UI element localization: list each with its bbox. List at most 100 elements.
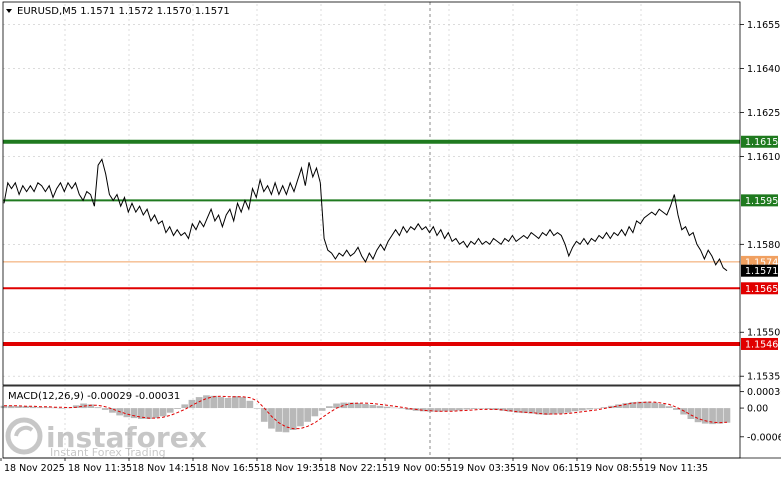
macd-y-tick-label: 0.00	[747, 404, 768, 415]
macd-histogram-bar	[188, 399, 196, 409]
current-price-label: 1.1571	[745, 266, 778, 277]
macd-title: MACD(12,26,9) -0.00029 -0.00031	[8, 391, 180, 402]
support-resistance-levels	[3, 139, 740, 346]
macd-histogram-bar	[369, 404, 377, 409]
current-price-tag-bg	[741, 264, 778, 277]
macd-histogram-bar	[326, 406, 333, 408]
macd-histogram-bar	[528, 408, 536, 414]
x-tick-label: 18 Nov 19:35	[260, 463, 324, 474]
macd-histogram-bar	[166, 408, 174, 413]
macd-histogram-bar	[311, 408, 319, 417]
logo-swirl-icon	[14, 425, 34, 437]
macd-histogram-bar	[239, 397, 246, 408]
x-tick-label: 18 Nov 14:15	[132, 463, 196, 474]
macd-histogram-bar	[7, 405, 15, 409]
macd-histogram-bar	[159, 408, 167, 417]
macd-histogram-bar	[600, 407, 608, 409]
macd-histogram-bar	[434, 408, 442, 412]
macd-histogram-bar	[376, 405, 384, 409]
macd-histogram-bar	[550, 408, 557, 415]
current-price-tag: 1.1571	[741, 264, 778, 277]
level-tag-bg	[741, 194, 778, 207]
level-tag-label: 1.1574	[745, 257, 778, 268]
macd-panel	[0, 395, 731, 433]
macd-histogram-bar	[485, 408, 492, 409]
macd-histogram-bar	[246, 400, 254, 409]
y-tick-label: 1.1640	[747, 64, 780, 75]
macd-histogram-bar	[441, 408, 449, 412]
macd-histogram-bar	[586, 408, 593, 410]
macd-histogram-bar	[318, 408, 326, 411]
y-tick-label: 1.1610	[747, 152, 780, 163]
level-tag-label: 1.1615	[745, 137, 778, 148]
level-tag: 1.1615	[741, 135, 778, 148]
axes: 1.16551.16401.16251.16101.15801.15501.15…	[0, 1, 781, 474]
macd-histogram-bar	[130, 408, 138, 419]
macd-histogram-bar	[181, 404, 189, 408]
macd-histogram-bar	[644, 401, 651, 409]
macd-histogram-bar	[687, 408, 695, 419]
macd-histogram-bar	[304, 408, 311, 422]
price-labels: 1.1615 1.1595 1.1574 1.1565 1.1546 1.1571	[741, 135, 778, 350]
macd-histogram-bar	[391, 407, 398, 409]
macd-histogram-bar	[347, 402, 355, 409]
macd-histogram-bar	[499, 408, 507, 411]
logo-brand: instaforex	[46, 421, 207, 454]
macd-histogram-bar	[420, 408, 427, 412]
macd-histogram-bar	[362, 404, 369, 409]
macd-histogram-bar	[383, 406, 391, 409]
x-tick-label: 18 Nov 16:55	[196, 463, 260, 474]
level-tag: 1.1565	[741, 282, 778, 295]
macd-histogram-bar	[709, 408, 716, 425]
macd-y-tick-label: 0.00036	[747, 387, 781, 398]
logo-circle-icon	[5, 417, 43, 455]
macd-histogram-bar	[253, 408, 261, 409]
x-tick-label: 19 Nov 06:15	[516, 463, 580, 474]
macd-histogram-bar	[224, 398, 232, 408]
header: EURUSD,M5 1.1571 1.1572 1.1570 1.1571	[6, 6, 230, 17]
level-tag-bg	[741, 135, 778, 148]
macd-histogram-bar	[80, 403, 87, 409]
level-tag-bg	[741, 282, 778, 295]
dropdown-triangle-icon[interactable]	[6, 9, 12, 13]
macd-histogram-bar	[94, 407, 102, 409]
level-tag: 1.1546	[741, 337, 778, 350]
macd-histogram-bar	[448, 408, 456, 411]
macd-histogram-bar	[87, 404, 95, 408]
x-tick-label: 19 Nov 11:35	[644, 463, 708, 474]
instaforex-logo: instaforex Instant Forex Trading	[5, 417, 207, 459]
macd-histogram-bar	[15, 406, 22, 408]
macd-histogram-bar	[636, 401, 644, 409]
macd-histogram-bar	[477, 408, 485, 409]
macd-histogram-bar	[723, 408, 731, 423]
x-tick-label: 19 Nov 08:55	[580, 463, 644, 474]
macd-histogram-bar	[289, 408, 297, 430]
macd-histogram-bar	[506, 408, 514, 412]
price-line	[3, 158, 728, 272]
macd-histogram-bar	[557, 408, 564, 414]
macd-histogram-bar	[268, 408, 275, 429]
macd-histogram-bar	[629, 402, 637, 408]
macd-histogram-bar	[514, 408, 521, 413]
macd-histogram-bar	[579, 408, 586, 411]
macd-histogram-bar	[694, 408, 702, 423]
macd-histogram-bar	[138, 408, 145, 419]
macd-histogram-bar	[564, 408, 572, 413]
macd-signal-line	[4, 395, 728, 430]
macd-histogram-bar	[109, 408, 116, 413]
macd-histogram-bar	[58, 408, 66, 409]
level-tag-label: 1.1565	[745, 284, 778, 295]
macd-histogram-bar	[152, 408, 160, 419]
macd-histogram-bar	[340, 402, 348, 409]
macd-histogram-bar	[622, 403, 630, 409]
macd-histogram-bar	[665, 406, 673, 408]
macd-histogram-bar	[398, 408, 405, 409]
macd-histogram-bar	[651, 402, 658, 409]
macd-histogram-bar	[571, 408, 579, 412]
macd-histogram-bar	[282, 408, 290, 433]
macd-histogram-bar	[535, 408, 543, 415]
macd-histogram-bar	[673, 408, 680, 410]
macd-histogram-bar	[260, 408, 268, 422]
macd-histogram-bar	[658, 404, 666, 409]
